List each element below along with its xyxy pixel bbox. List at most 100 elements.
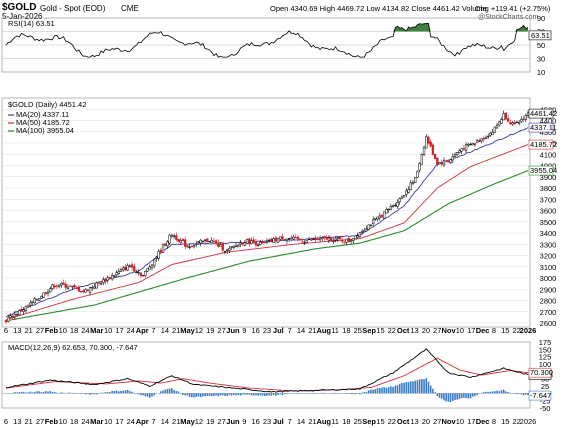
macd-histogram-bar	[239, 393, 242, 396]
watermark: @StockCharts.com	[478, 14, 539, 21]
macd-value-tag	[528, 367, 552, 378]
candle-body	[128, 265, 132, 267]
x-tick-label-bottom: 21	[308, 417, 316, 426]
macd-histogram-bar	[255, 393, 257, 396]
macd-histogram-bar	[476, 393, 478, 396]
rsi-tick-label: 30	[537, 55, 545, 64]
candle-body	[172, 235, 176, 237]
candle-body	[148, 266, 151, 270]
candle-body	[46, 291, 50, 294]
candle-body	[515, 121, 519, 123]
candle-body	[445, 160, 448, 162]
candle-body	[427, 136, 430, 144]
macd-histogram-bar	[500, 390, 503, 394]
candle-body	[230, 246, 233, 248]
x-tick-label-top: 9	[242, 326, 246, 335]
change-readout: Chg +119.41 (+2.75%)	[475, 4, 551, 13]
macd-histogram-bar	[283, 393, 286, 394]
candle-body	[307, 238, 311, 240]
macd-histogram-bar	[175, 390, 178, 394]
macd-histogram-bar	[469, 393, 472, 399]
candle-body	[150, 264, 154, 268]
chart-date: 5-Jan-2026	[2, 12, 43, 21]
candle-body	[473, 143, 477, 145]
macd-histogram-bar	[390, 386, 392, 394]
candle-body	[358, 232, 362, 237]
x-tick-label-top: Mar	[90, 326, 103, 335]
candle-body	[475, 140, 479, 143]
candle-body	[223, 251, 227, 253]
x-tick-label-bottom: Oct	[397, 417, 410, 426]
macd-histogram-bar	[244, 393, 246, 395]
macd-histogram-bar	[443, 393, 445, 401]
candle-body	[365, 228, 368, 230]
candle-body	[248, 238, 251, 245]
candle-body	[347, 237, 350, 242]
x-tick-label-top: 18	[70, 326, 78, 335]
candle-body	[104, 278, 107, 282]
x-tick-label-bottom: 7	[288, 417, 292, 426]
candle-body	[51, 284, 54, 289]
candle-body	[447, 161, 450, 163]
candle-body	[354, 235, 357, 240]
macd-histogram-bar	[471, 393, 474, 397]
candle-body	[416, 170, 419, 178]
macd-histogram-bar	[213, 393, 215, 396]
macd-histogram-bar	[182, 393, 184, 395]
candle-body	[86, 289, 89, 292]
macd-histogram-bar	[151, 393, 153, 397]
candle-body	[484, 137, 488, 140]
candle-body	[80, 290, 83, 293]
x-tick-label-bottom: Aug	[316, 417, 331, 426]
macd-tick-label: 175	[539, 338, 552, 347]
x-tick-label-top: 18	[342, 326, 350, 335]
candle-body	[436, 157, 439, 166]
price-tick-label: 3600	[540, 207, 557, 216]
macd-histogram-bar	[432, 388, 434, 394]
x-tick-label-top: 13	[410, 326, 418, 335]
candle-body	[184, 239, 187, 247]
macd-histogram-bar	[14, 392, 16, 394]
macd-histogram-bar	[204, 393, 206, 397]
candle-body	[208, 241, 211, 243]
macd-histogram-bar	[414, 380, 416, 394]
x-tick-label-bottom: 22	[512, 417, 520, 426]
candle-body	[221, 243, 224, 251]
macd-histogram-bar	[392, 387, 394, 394]
rsi-label: RSI(14) 63.51	[8, 19, 55, 28]
x-tick-label-top: 7	[151, 326, 155, 335]
macd-histogram-bar	[235, 393, 237, 396]
macd-histogram-bar	[281, 393, 284, 396]
macd-histogram-bar	[259, 393, 262, 396]
macd-histogram-bar	[429, 385, 432, 394]
price-tag-label: 4185.72	[530, 140, 557, 149]
x-tick-label-bottom: 7	[151, 417, 155, 426]
x-tick-label-top: 21	[25, 326, 33, 335]
candle-body	[60, 283, 63, 286]
candle-body	[133, 266, 136, 272]
candle-body	[336, 237, 339, 240]
price-tag	[528, 165, 554, 176]
candle-body	[513, 122, 516, 125]
candle-body	[126, 265, 129, 271]
rsi-overbought-fill	[6, 23, 528, 32]
candle-body	[338, 236, 342, 240]
candle-body	[170, 235, 174, 237]
candle-body	[467, 143, 470, 146]
macd-histogram-bar	[188, 393, 191, 397]
candle-body	[360, 230, 364, 233]
legend-label: MA(20) 4337.11	[16, 110, 69, 119]
candle-body	[33, 298, 36, 304]
macd-histogram-bar	[80, 393, 83, 395]
macd-histogram-bar	[197, 393, 200, 397]
price-tick-label: 3900	[540, 173, 557, 182]
macd-histogram-bar	[352, 393, 355, 395]
candle-body	[396, 202, 399, 207]
candle-body	[367, 224, 370, 230]
macd-histogram-bar	[279, 393, 282, 395]
macd-histogram-bar	[407, 382, 410, 394]
macd-histogram-bar	[527, 393, 529, 395]
candle-body	[71, 285, 74, 288]
candle-body	[292, 236, 295, 240]
candle-body	[113, 275, 116, 277]
